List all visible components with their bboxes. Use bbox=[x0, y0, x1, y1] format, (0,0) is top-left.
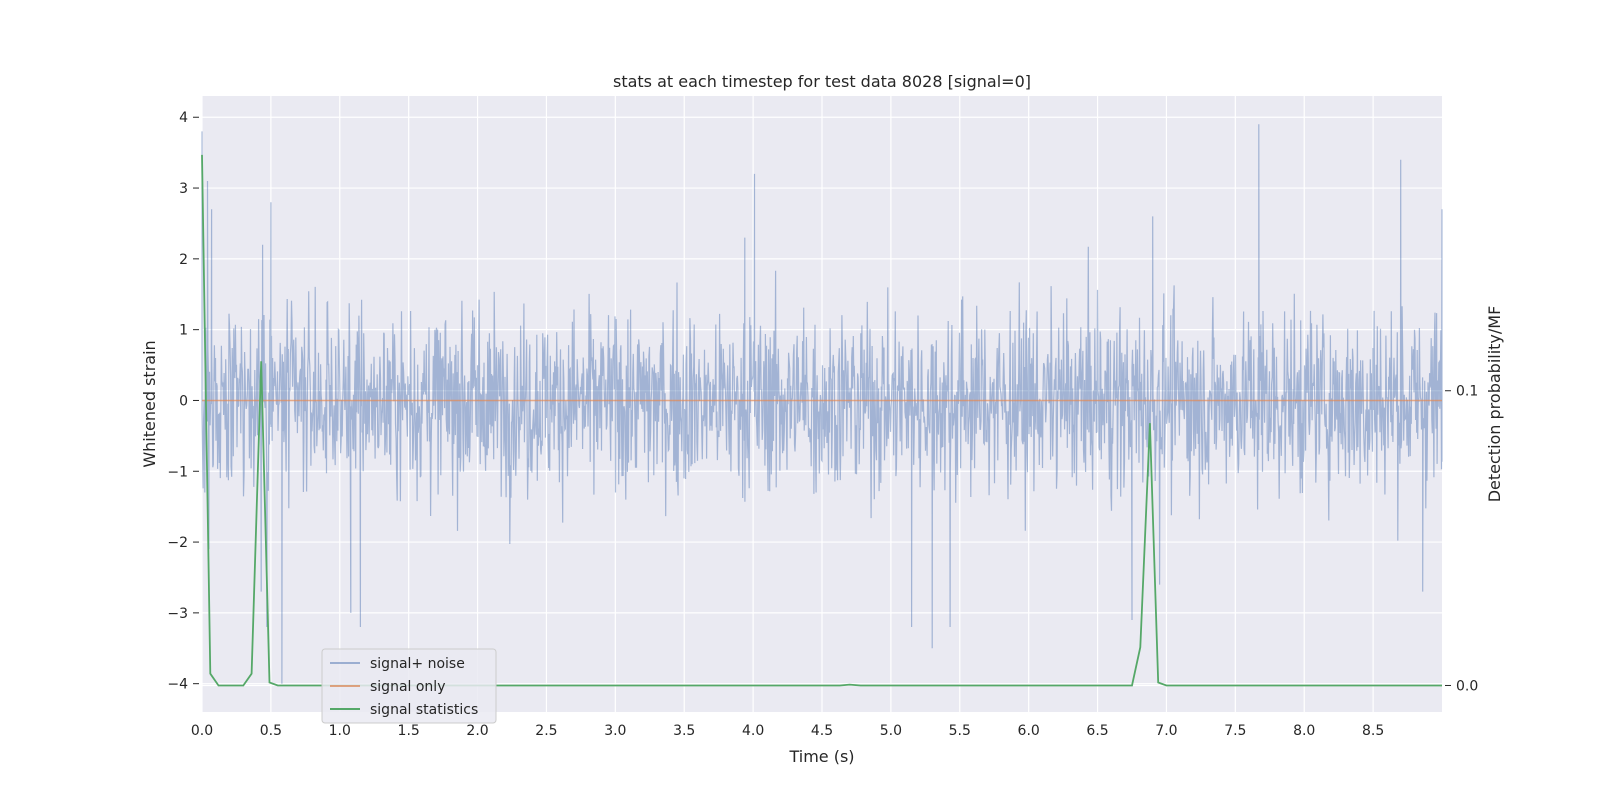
chart-title: stats at each timestep for test data 802… bbox=[613, 72, 1031, 91]
legend: signal+ noise signal only signal statist… bbox=[321, 648, 497, 724]
series-layer bbox=[201, 124, 1443, 687]
x-tick-label: 6.5 bbox=[1086, 723, 1108, 739]
y-tick-label: 0 bbox=[179, 393, 188, 409]
grid bbox=[201, 96, 1442, 712]
y2-tick-label: 0.0 bbox=[1456, 678, 1478, 694]
y-tick-label: 2 bbox=[179, 252, 188, 268]
x-tick-label: 8.0 bbox=[1293, 723, 1315, 739]
legend-label-signal-statistics: signal statistics bbox=[370, 702, 478, 718]
x-tick-label: 3.0 bbox=[604, 723, 626, 739]
x-axis-label: Time (s) bbox=[788, 747, 854, 766]
x-tick-label: 1.0 bbox=[329, 723, 351, 739]
series-signal-statistics-line bbox=[201, 154, 1442, 687]
x-tick-label: 2.0 bbox=[466, 723, 488, 739]
y2-axis-label: Detection probability/MF bbox=[1485, 306, 1504, 503]
legend-box bbox=[321, 648, 497, 724]
x-tick-label: 2.5 bbox=[535, 723, 557, 739]
x-tick-label: 3.5 bbox=[673, 723, 695, 739]
y-tick-label: 1 bbox=[179, 323, 188, 339]
y-tick-label: 4 bbox=[179, 110, 188, 126]
x-tick-label: 0.0 bbox=[191, 723, 213, 739]
legend-label-signal-only: signal only bbox=[370, 679, 445, 695]
y-tick-label: −4 bbox=[167, 677, 188, 693]
x-tick-label: 1.5 bbox=[398, 723, 420, 739]
y-axis-label: Whitened strain bbox=[140, 340, 159, 467]
y-tick-label: 3 bbox=[179, 181, 188, 197]
y-tick-label: −3 bbox=[167, 606, 188, 622]
legend-label-signal-noise: signal+ noise bbox=[370, 656, 465, 672]
x-tick-label: 5.0 bbox=[880, 723, 902, 739]
x-tick-label: 4.0 bbox=[742, 723, 764, 739]
x-tick-label: 4.5 bbox=[811, 723, 833, 739]
y-tick-label: −2 bbox=[167, 535, 188, 551]
y2-tick-label: 0.1 bbox=[1456, 384, 1478, 400]
x-tick-label: 8.5 bbox=[1362, 723, 1384, 739]
x-tick-label: 6.0 bbox=[1018, 723, 1040, 739]
x-tick-label: 7.0 bbox=[1155, 723, 1177, 739]
x-tick-label: 7.5 bbox=[1224, 723, 1246, 739]
y-tick-label: −1 bbox=[167, 464, 188, 480]
x-tick-label: 5.5 bbox=[949, 723, 971, 739]
ticks: 0.0 0.5 1.0 1.5 2.0 2.5 3.0 3.5 4.0 4.5 5.0 5.5 6.0 6… bbox=[167, 110, 1478, 739]
x-tick-label: 0.5 bbox=[260, 723, 282, 739]
